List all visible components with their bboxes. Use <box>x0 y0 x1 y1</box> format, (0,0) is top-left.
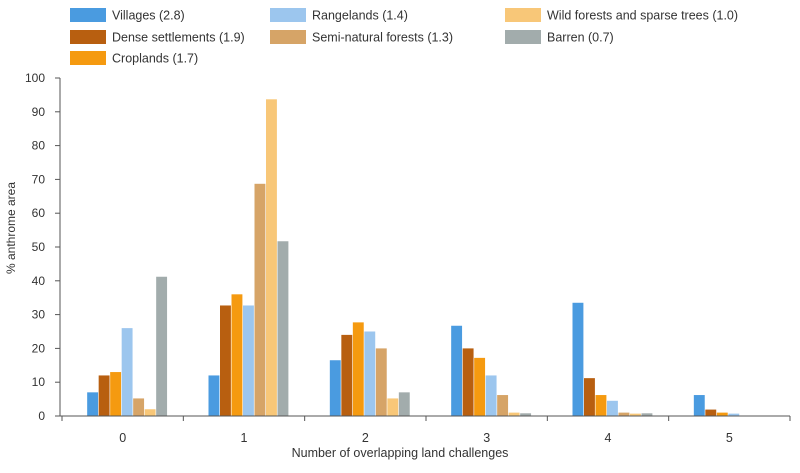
legend-swatch <box>270 8 306 22</box>
bar <box>693 395 705 416</box>
bar <box>341 334 353 416</box>
y-axis-label: % anthrome area <box>4 182 18 274</box>
bar <box>485 375 497 416</box>
bars <box>87 99 740 416</box>
legend-swatch <box>270 30 306 44</box>
x-tick-label: 2 <box>362 431 369 445</box>
x-tick-label: 0 <box>119 431 126 445</box>
y-tick-label: 30 <box>32 308 46 322</box>
legend-item: Semi-natural forests (1.3) <box>270 30 453 45</box>
bar <box>641 413 653 416</box>
bar <box>572 302 584 416</box>
legend-label: Semi-natural forests (1.3) <box>312 31 453 45</box>
bar <box>277 241 289 416</box>
bar <box>243 305 254 416</box>
x-axis-label: Number of overlapping land challenges <box>292 446 509 460</box>
bar <box>387 398 399 416</box>
bar <box>474 357 486 416</box>
bar <box>156 276 168 416</box>
bar <box>121 328 133 416</box>
bar <box>329 360 341 416</box>
bar <box>705 409 717 416</box>
bar <box>618 412 630 416</box>
bar <box>254 183 266 416</box>
bar <box>364 331 376 416</box>
y-tick-label: 100 <box>25 71 45 85</box>
y-axis: 0 10 20 30 40 50 60 70 80 90 100 <box>25 71 61 423</box>
y-tick-label: 10 <box>32 375 46 389</box>
bar <box>352 322 364 416</box>
y-tick-label: 50 <box>32 240 46 254</box>
bar <box>266 99 277 416</box>
y-tick-label: 0 <box>38 409 45 423</box>
legend-label: Villages (2.8) <box>112 9 185 23</box>
legend-label: Wild forests and sparse trees (1.0) <box>547 9 738 23</box>
legend-swatch <box>70 51 106 65</box>
bar <box>220 305 231 416</box>
bar <box>520 413 532 416</box>
x-axis: 0 1 2 3 4 5 <box>60 415 791 445</box>
y-tick-label: 90 <box>32 105 46 119</box>
legend-label: Dense settlements (1.9) <box>112 31 245 45</box>
y-tick-label: 40 <box>32 274 46 288</box>
bar <box>110 372 122 416</box>
legend-swatch <box>70 30 106 44</box>
legend-swatch <box>505 8 541 22</box>
bar <box>451 325 463 416</box>
bar <box>231 294 243 416</box>
bar <box>133 398 145 416</box>
bar <box>728 413 740 416</box>
bar <box>607 400 618 416</box>
x-tick-label: 1 <box>241 431 248 445</box>
bar <box>208 375 220 416</box>
legend-label: Croplands (1.7) <box>112 52 198 66</box>
bar <box>144 409 156 416</box>
bar <box>375 348 387 416</box>
bar <box>630 413 641 416</box>
bar <box>595 395 607 416</box>
legend-item: Wild forests and sparse trees (1.0) <box>505 8 738 23</box>
y-tick-label: 80 <box>32 139 46 153</box>
x-tick-label: 3 <box>483 431 490 445</box>
y-tick-label: 60 <box>32 206 46 220</box>
legend-swatch <box>70 8 106 22</box>
bar <box>87 392 99 416</box>
y-tick-label: 20 <box>32 341 46 355</box>
bar <box>98 375 110 416</box>
legend-swatch <box>505 30 541 44</box>
legend-item: Barren (0.7) <box>505 30 614 45</box>
bar <box>508 412 520 416</box>
legend-item: Dense settlements (1.9) <box>70 30 245 45</box>
bar <box>716 412 728 416</box>
x-tick-label: 4 <box>605 431 612 445</box>
x-tick-label: 5 <box>726 431 733 445</box>
legend-label: Rangelands (1.4) <box>312 9 408 23</box>
y-tick-label: 70 <box>32 172 46 186</box>
bar <box>497 395 509 416</box>
bar <box>584 378 595 416</box>
legend-item: Rangelands (1.4) <box>270 8 408 23</box>
legend-label: Barren (0.7) <box>547 31 614 45</box>
bar <box>398 392 410 416</box>
legend-item: Croplands (1.7) <box>70 51 198 66</box>
legend: Villages (2.8) Rangelands (1.4) Wild fores… <box>70 8 738 66</box>
legend-item: Villages (2.8) <box>70 8 185 23</box>
bar <box>462 348 474 416</box>
